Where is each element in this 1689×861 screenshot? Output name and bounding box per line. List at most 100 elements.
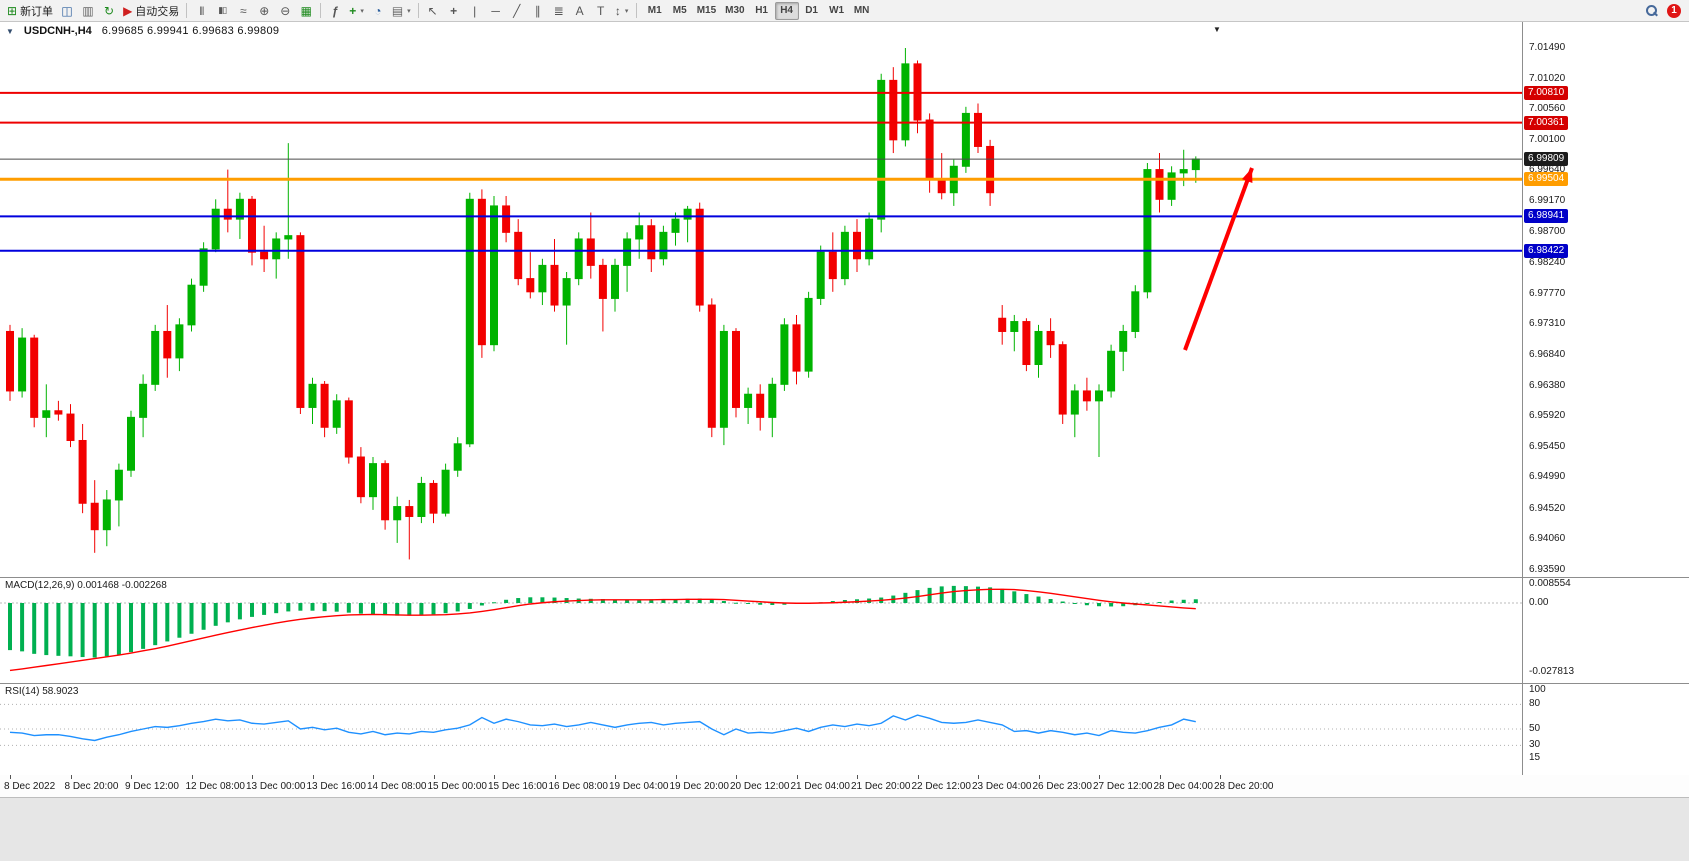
new-chart-button[interactable]: ◫ <box>57 1 77 20</box>
time-tick <box>252 775 253 779</box>
macd-chart[interactable] <box>0 578 1522 683</box>
resistance-1-price-badge: 7.00810 <box>1524 85 1569 100</box>
time-tick <box>373 775 374 779</box>
time-tick <box>494 775 495 779</box>
panel-separator[interactable] <box>0 683 1689 684</box>
macd-main-value: 0.001468 <box>77 580 119 591</box>
timeframe-button-h1[interactable]: H1 <box>755 5 768 16</box>
candle <box>671 212 680 246</box>
text-button[interactable]: A <box>570 1 590 20</box>
collapse-icon[interactable]: ▼ <box>6 26 14 36</box>
time-tick <box>131 775 132 779</box>
toolbar-separator <box>320 3 322 18</box>
profiles-button[interactable]: ▥ <box>78 1 98 20</box>
candle <box>586 212 595 279</box>
candle <box>574 232 583 286</box>
time-tick <box>554 775 556 779</box>
candle <box>1046 318 1055 358</box>
time-axis-label: 21 Dec 04:00 <box>790 781 851 792</box>
arrows-button[interactable]: ↕ ▾ <box>612 1 632 20</box>
time-tick <box>312 775 314 779</box>
time-axis-label: 8 Dec 20:00 <box>64 781 119 792</box>
macd-indicator-label: MACD(12,26,9) 0.001468 -0.002268 <box>5 580 167 591</box>
trendline-icon: ╱ <box>513 3 521 18</box>
candlestick-button[interactable]: ▮▯ <box>212 1 232 20</box>
notification-badge[interactable]: 1 <box>1667 3 1681 18</box>
candle <box>986 139 995 206</box>
timeframe-button-d1[interactable]: D1 <box>805 5 818 16</box>
timeframe-button-m15[interactable]: M15 <box>696 5 717 16</box>
text-label-icon: T <box>597 3 605 18</box>
timeframe-button-mn[interactable]: MN <box>853 5 870 16</box>
price-axis-label: 6.96380 <box>1529 379 1566 391</box>
trendline-button[interactable]: ╱ <box>507 1 527 20</box>
time-tick <box>1220 775 1221 779</box>
periods-button[interactable]: ◔ <box>368 1 388 20</box>
candle <box>296 232 305 415</box>
crosshair-button[interactable]: + <box>444 1 464 20</box>
time-tick <box>70 775 72 779</box>
candle <box>768 377 777 438</box>
candle <box>562 271 571 345</box>
timeframe-button-m5[interactable]: M5 <box>672 5 687 16</box>
timeframe-group: M1 M5 M15 M30 H1 H4 D1 W1 MN <box>643 1 874 20</box>
line-chart-button[interactable]: ≈ <box>233 1 253 20</box>
timeframe-button-h4[interactable]: H4 <box>774 1 799 20</box>
new-order-icon: ⊞ <box>7 3 18 18</box>
rsi-axis-label: 80 <box>1529 698 1541 710</box>
cursor-button[interactable]: ↖ <box>423 1 443 20</box>
auto-trading-button[interactable]: ▶ 自动交易 <box>120 1 182 20</box>
candle <box>332 394 341 434</box>
candle <box>211 199 220 253</box>
time-axis-label: 26 Dec 23:00 <box>1032 781 1093 792</box>
candle <box>54 400 63 421</box>
price-axis-label: 6.97770 <box>1529 287 1566 299</box>
timeframe-button-m30[interactable]: M30 <box>725 5 745 16</box>
candle <box>453 437 462 477</box>
bar-chart-button[interactable]: ||| <box>191 1 211 20</box>
timeframe-button-w1[interactable]: W1 <box>829 5 845 16</box>
timeframe-button-m1[interactable]: M1 <box>647 5 662 16</box>
zoom-out-button[interactable]: ⊖ <box>275 1 295 20</box>
trend-arrow[interactable] <box>1183 167 1254 351</box>
candle <box>6 324 14 401</box>
time-tick <box>615 775 616 779</box>
candle <box>490 196 498 352</box>
candle <box>369 457 377 510</box>
current-price-price-badge: 6.99809 <box>1524 152 1569 167</box>
chart-shift-marker[interactable]: ▼ <box>1213 25 1221 34</box>
clock-icon: ◔ <box>374 3 382 18</box>
macd-axis-label: 0.008554 <box>1529 578 1571 589</box>
text-label-button[interactable]: T <box>591 1 611 20</box>
candle <box>635 212 644 259</box>
refresh-button[interactable]: ↻ <box>99 1 119 20</box>
add-indicator-button[interactable]: + ▾ <box>346 1 367 20</box>
time-axis-label: 13 Dec 16:00 <box>306 781 367 792</box>
candlestick-chart[interactable] <box>0 40 1522 577</box>
fibonacci-button[interactable]: ≣ <box>549 1 569 20</box>
horizontal-line-button[interactable]: ─ <box>486 1 506 20</box>
time-axis[interactable]: 8 Dec 2022 8 Dec 20:00 9 Dec 12:00 12 Dec 0… <box>0 775 1689 797</box>
candle <box>175 318 184 372</box>
time-axis-label: 15 Dec 16:00 <box>488 781 548 792</box>
tile-windows-button[interactable]: ▦ <box>296 1 316 20</box>
candle <box>66 404 75 448</box>
candle <box>925 113 934 193</box>
candle <box>804 291 813 378</box>
vertical-line-button[interactable]: | <box>465 1 485 20</box>
channel-button[interactable]: ∥ <box>528 1 548 20</box>
time-axis-label: 13 Dec 00:00 <box>246 781 306 792</box>
panel-separator[interactable] <box>0 577 1689 578</box>
rsi-chart[interactable] <box>0 684 1522 775</box>
candle <box>18 328 27 398</box>
search-button[interactable] <box>1642 1 1662 20</box>
candle <box>683 205 692 243</box>
time-tick <box>736 775 737 779</box>
templates-button[interactable]: ▤ ▾ <box>389 1 414 20</box>
new-order-button[interactable]: ⊞ 新订单 <box>4 1 56 20</box>
zoom-in-button[interactable]: ⊕ <box>254 1 274 20</box>
candle <box>901 48 910 147</box>
price-axis[interactable]: 7.01490 7.01020 7.00560 7.00100 6.99640 6.991… <box>1523 40 1689 577</box>
time-tick <box>857 775 858 779</box>
indicators-button[interactable]: ƒ <box>325 1 345 20</box>
